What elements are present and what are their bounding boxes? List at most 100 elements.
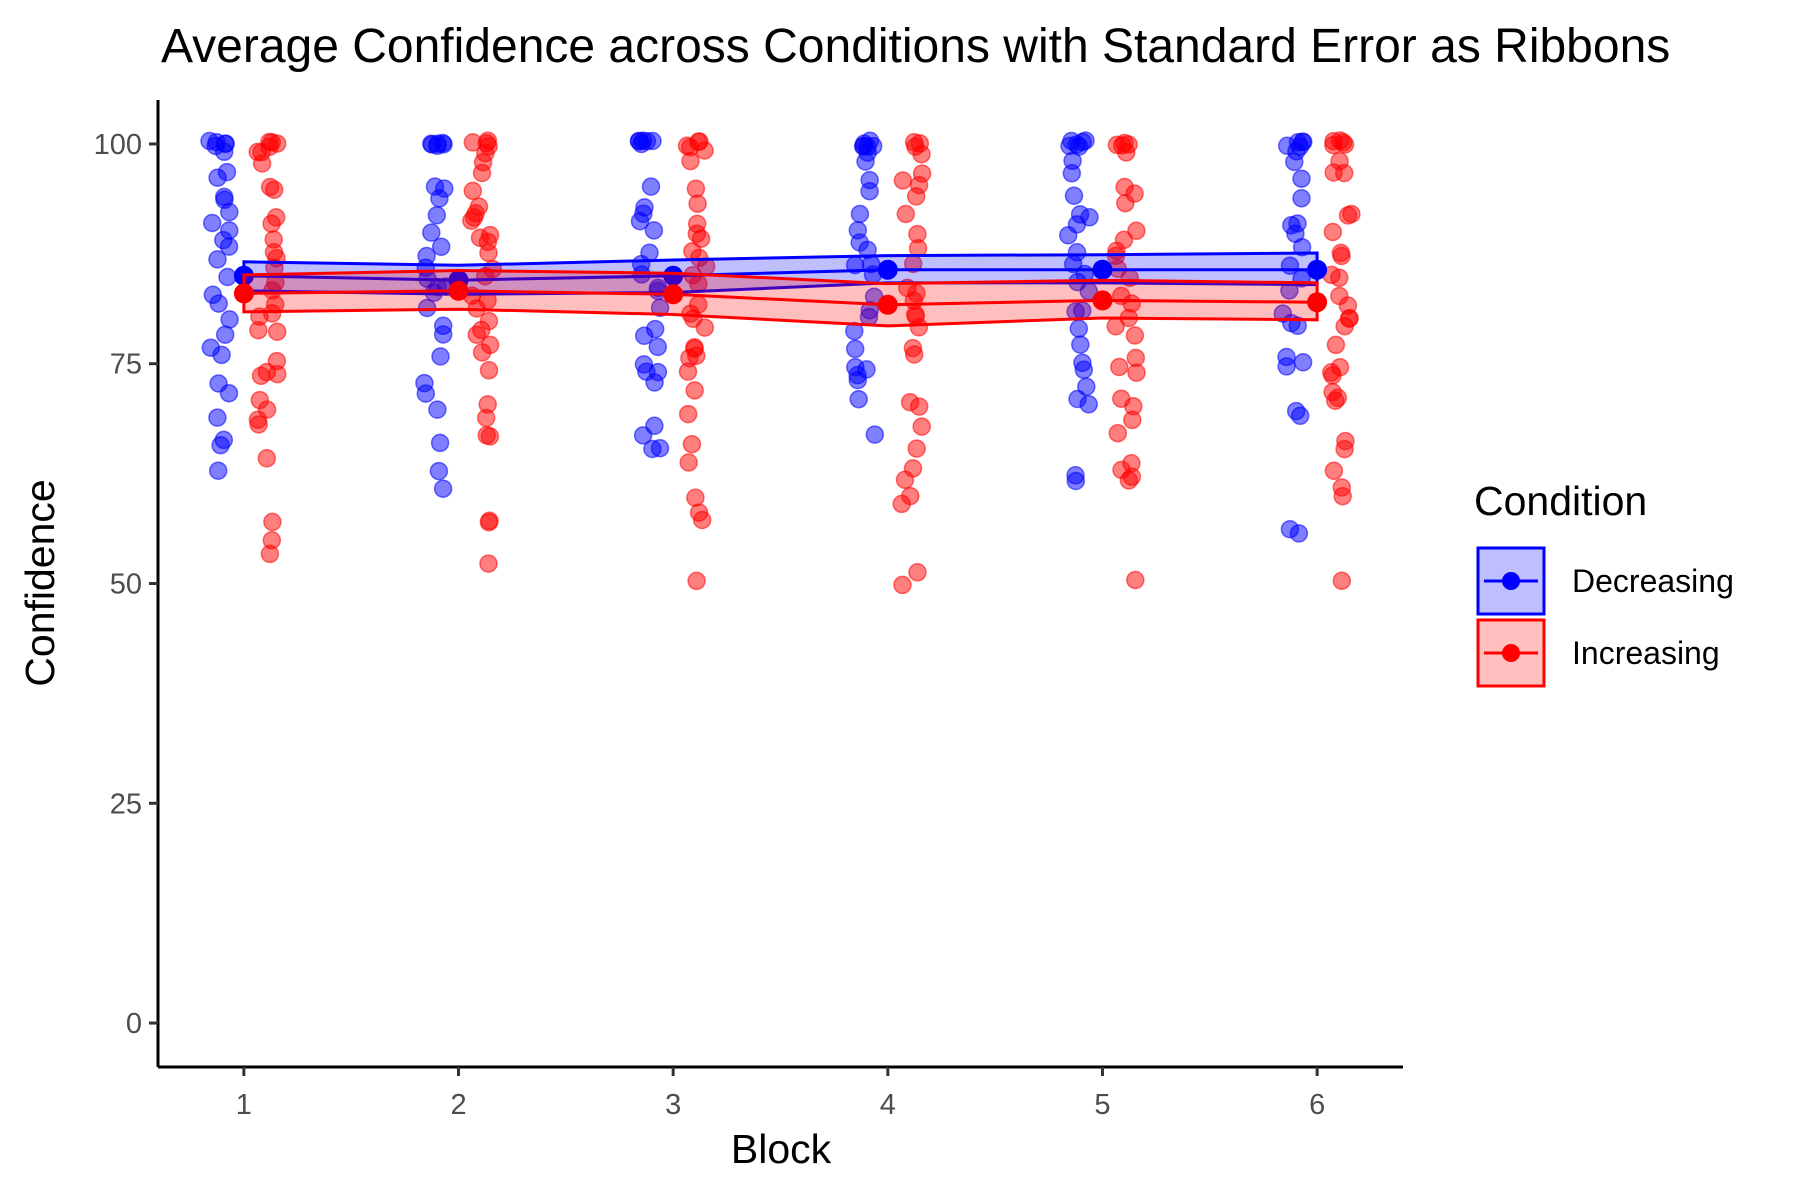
data-point bbox=[1079, 395, 1098, 414]
data-point bbox=[1290, 406, 1310, 426]
data-point bbox=[1127, 221, 1146, 241]
data-point bbox=[644, 221, 664, 240]
data-point bbox=[470, 228, 490, 248]
data-point bbox=[1127, 363, 1146, 382]
data-point bbox=[633, 426, 653, 445]
data-point bbox=[1326, 335, 1346, 355]
data-point bbox=[1119, 471, 1139, 490]
data-point bbox=[1116, 143, 1136, 162]
data-point bbox=[895, 470, 915, 490]
data-point bbox=[678, 362, 698, 381]
x-axis-ticks: 1 2 3 4 5 6 bbox=[236, 1067, 1325, 1121]
data-point bbox=[695, 141, 714, 160]
data-point bbox=[252, 154, 272, 173]
data-point bbox=[691, 229, 711, 248]
mean-point-increasing bbox=[448, 280, 469, 301]
mean-point-decreasing bbox=[1092, 259, 1113, 280]
data-point bbox=[430, 189, 449, 208]
data-point bbox=[211, 435, 230, 455]
data-point bbox=[1071, 335, 1090, 354]
data-point bbox=[220, 310, 239, 329]
data-point bbox=[416, 384, 436, 403]
data-point bbox=[848, 370, 868, 390]
data-point bbox=[220, 202, 239, 222]
data-point bbox=[688, 194, 707, 213]
data-point bbox=[893, 171, 913, 190]
data-point bbox=[692, 510, 712, 530]
y-tick-label: 50 bbox=[110, 569, 142, 601]
data-point bbox=[1322, 363, 1341, 382]
data-point bbox=[214, 142, 234, 162]
data-point bbox=[908, 563, 927, 582]
x-tick-label: 5 bbox=[1094, 1089, 1110, 1121]
data-point bbox=[263, 512, 282, 532]
data-point bbox=[865, 425, 885, 444]
data-point bbox=[1277, 357, 1296, 376]
data-point bbox=[630, 211, 650, 231]
legend-label-decreasing: Decreasing bbox=[1572, 563, 1734, 599]
data-point bbox=[1326, 391, 1345, 410]
data-point bbox=[1125, 326, 1145, 345]
x-tick-label: 1 bbox=[236, 1089, 252, 1121]
data-point bbox=[257, 449, 277, 468]
legend-key-point bbox=[1502, 644, 1520, 662]
data-point bbox=[641, 177, 661, 196]
data-point bbox=[430, 433, 450, 453]
data-point bbox=[643, 439, 662, 459]
data-point bbox=[209, 294, 228, 313]
data-point bbox=[1330, 131, 1350, 150]
data-point bbox=[893, 575, 912, 595]
mean-point-increasing bbox=[233, 283, 254, 304]
data-point bbox=[422, 223, 441, 242]
data-point bbox=[267, 322, 287, 341]
data-point bbox=[1285, 152, 1304, 172]
data-point bbox=[214, 187, 234, 207]
data-point bbox=[632, 265, 651, 284]
data-point bbox=[476, 408, 496, 428]
data-point bbox=[219, 383, 239, 403]
data-point bbox=[1288, 316, 1307, 336]
mean-point-decreasing bbox=[1307, 259, 1328, 280]
data-point bbox=[427, 206, 447, 225]
data-point bbox=[479, 243, 498, 263]
data-point bbox=[215, 325, 235, 344]
legend: Condition Decreasing Increasing bbox=[1474, 478, 1734, 688]
data-point bbox=[1064, 186, 1084, 205]
data-point bbox=[428, 134, 448, 154]
data-point bbox=[262, 214, 281, 233]
data-point bbox=[909, 397, 929, 416]
mean-point-increasing bbox=[1092, 290, 1113, 311]
y-axis-title: Confidence bbox=[17, 479, 63, 686]
data-point bbox=[687, 346, 706, 366]
data-point bbox=[634, 326, 654, 346]
data-point bbox=[909, 318, 929, 337]
data-point bbox=[856, 152, 875, 171]
data-point bbox=[1074, 360, 1094, 380]
data-point bbox=[912, 417, 931, 436]
mean-line-decreasing bbox=[243, 268, 1318, 282]
data-point bbox=[428, 400, 447, 419]
data-point bbox=[695, 318, 715, 337]
y-axis-ticks: 0 25 50 75 100 bbox=[94, 129, 158, 1040]
data-point bbox=[1292, 189, 1311, 208]
data-point bbox=[1293, 353, 1313, 372]
mean-point-increasing bbox=[1307, 292, 1328, 313]
data-point bbox=[907, 439, 926, 458]
data-point bbox=[1116, 193, 1135, 213]
data-point bbox=[1108, 423, 1128, 443]
data-point bbox=[479, 554, 498, 573]
data-point bbox=[433, 325, 453, 344]
data-point bbox=[678, 404, 698, 424]
plot-area bbox=[200, 131, 1361, 595]
data-point bbox=[1332, 571, 1352, 591]
data-point bbox=[1292, 237, 1312, 257]
x-tick-label: 4 bbox=[880, 1089, 896, 1121]
data-point bbox=[679, 453, 698, 472]
mean-line-increasing bbox=[243, 289, 1318, 307]
data-point bbox=[479, 361, 499, 380]
y-tick-label: 100 bbox=[94, 129, 142, 161]
data-point bbox=[433, 479, 453, 498]
mean-point-decreasing bbox=[877, 259, 898, 280]
data-point bbox=[463, 181, 483, 201]
